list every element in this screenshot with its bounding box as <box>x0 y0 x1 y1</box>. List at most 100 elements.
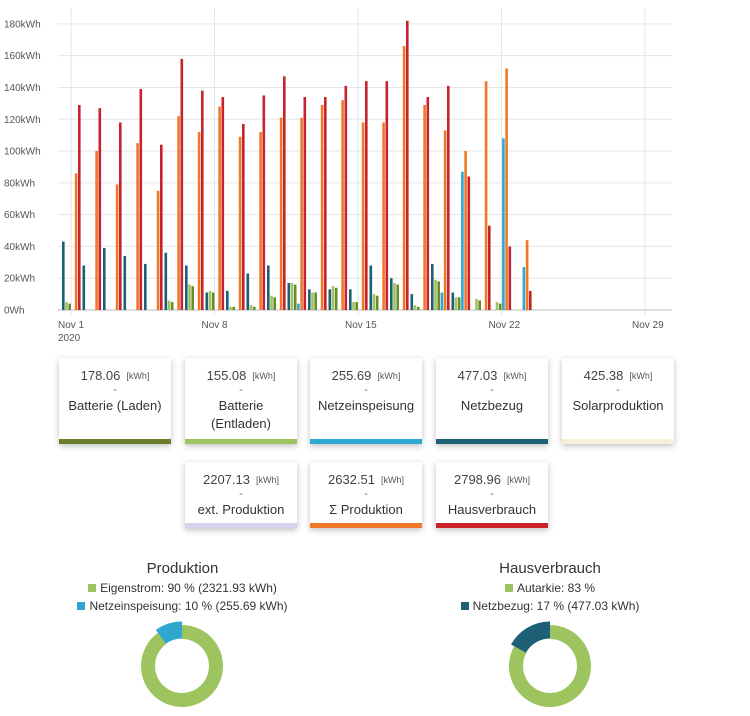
bar[interactable] <box>62 241 65 310</box>
bar[interactable] <box>382 122 385 310</box>
bar[interactable] <box>437 281 440 310</box>
bar[interactable] <box>197 131 201 310</box>
bar[interactable] <box>283 76 286 310</box>
bar[interactable] <box>242 124 245 310</box>
bar[interactable] <box>139 89 143 310</box>
bar[interactable] <box>297 303 300 310</box>
bar[interactable] <box>361 122 365 310</box>
legend-item[interactable]: Netzbezug: 17 % (477.03 kWh) <box>430 599 670 613</box>
bar[interactable] <box>167 300 171 310</box>
bar[interactable] <box>201 90 204 310</box>
bar[interactable] <box>488 225 491 310</box>
bar[interactable] <box>426 97 430 310</box>
bar[interactable] <box>267 265 270 310</box>
bar[interactable] <box>82 265 86 310</box>
bar[interactable] <box>341 100 344 310</box>
bar[interactable] <box>226 290 229 310</box>
bar[interactable] <box>308 289 311 310</box>
bar[interactable] <box>498 303 502 310</box>
bar[interactable] <box>156 190 160 310</box>
bar[interactable] <box>467 176 471 310</box>
bar[interactable] <box>188 284 191 310</box>
bar[interactable] <box>478 300 481 310</box>
bar[interactable] <box>505 68 508 311</box>
bar[interactable] <box>273 297 276 310</box>
bar[interactable] <box>372 294 376 310</box>
bar[interactable] <box>180 58 184 310</box>
bar[interactable] <box>205 292 209 310</box>
bar[interactable] <box>352 302 355 310</box>
bar[interactable] <box>355 302 358 310</box>
bar[interactable] <box>410 294 414 310</box>
donut-slice-highlight[interactable] <box>511 621 551 654</box>
bar[interactable] <box>293 284 297 310</box>
bar[interactable] <box>457 297 461 310</box>
legend-item[interactable]: Autarkie: 83 % <box>430 581 670 595</box>
bar[interactable] <box>287 282 291 310</box>
bar[interactable] <box>525 240 529 310</box>
bar[interactable] <box>229 306 232 310</box>
bar[interactable] <box>413 305 417 310</box>
bar[interactable] <box>144 263 147 310</box>
bar[interactable] <box>320 104 324 311</box>
bar[interactable] <box>375 295 379 310</box>
bar[interactable] <box>423 104 426 311</box>
bar[interactable] <box>68 303 71 310</box>
bar[interactable] <box>249 305 253 310</box>
bar[interactable] <box>447 85 450 310</box>
bar[interactable] <box>396 284 399 310</box>
bar[interactable] <box>74 173 78 310</box>
bar[interactable] <box>246 273 250 310</box>
bar[interactable] <box>290 282 294 310</box>
bar[interactable] <box>170 302 174 310</box>
bar[interactable] <box>508 246 512 310</box>
bar[interactable] <box>160 144 163 310</box>
bar[interactable] <box>115 184 119 310</box>
bar[interactable] <box>259 131 262 310</box>
bar[interactable] <box>443 130 447 310</box>
bar[interactable] <box>454 297 458 310</box>
bar[interactable] <box>164 252 168 310</box>
bar[interactable] <box>252 306 256 310</box>
donut-slice[interactable] <box>141 625 223 707</box>
bar[interactable] <box>522 267 526 310</box>
bar[interactable] <box>300 117 303 311</box>
bar[interactable] <box>119 122 122 310</box>
bar[interactable] <box>262 95 266 310</box>
bar[interactable] <box>311 292 314 310</box>
bar[interactable] <box>98 108 102 310</box>
bar[interactable] <box>103 248 106 310</box>
bar[interactable] <box>78 104 81 311</box>
bar[interactable] <box>65 302 68 310</box>
bar[interactable] <box>232 306 235 310</box>
bar[interactable] <box>123 255 127 310</box>
bar[interactable] <box>393 282 396 310</box>
bar[interactable] <box>221 97 225 310</box>
bar[interactable] <box>406 20 409 310</box>
bar[interactable] <box>191 286 194 310</box>
bar[interactable] <box>464 151 467 310</box>
bar[interactable] <box>484 81 488 311</box>
bar[interactable] <box>208 290 212 310</box>
bar[interactable] <box>451 292 455 310</box>
donut-slice[interactable] <box>509 625 591 707</box>
donut-slice-highlight[interactable] <box>155 621 183 645</box>
bar[interactable] <box>365 81 368 311</box>
bar[interactable] <box>218 106 221 311</box>
bar[interactable] <box>95 151 98 310</box>
bar[interactable] <box>529 290 532 310</box>
legend-item[interactable]: Eigenstrom: 90 % (2321.93 kWh) <box>60 581 305 595</box>
bar[interactable] <box>331 286 335 310</box>
bar[interactable] <box>390 278 393 310</box>
bar[interactable] <box>475 298 478 310</box>
bar[interactable] <box>136 143 139 310</box>
bar[interactable] <box>495 302 499 310</box>
bar[interactable] <box>324 97 327 310</box>
bar[interactable] <box>434 279 437 310</box>
bar[interactable] <box>431 263 434 310</box>
bar[interactable] <box>344 85 348 310</box>
bar[interactable] <box>314 292 317 310</box>
bar[interactable] <box>502 138 505 310</box>
bar[interactable] <box>185 265 188 310</box>
bar[interactable] <box>211 292 215 310</box>
